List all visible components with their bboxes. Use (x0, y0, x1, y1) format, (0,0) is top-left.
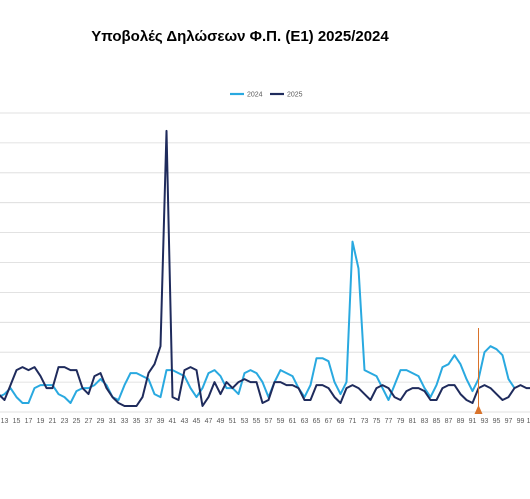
legend: 2024 2025 (230, 92, 303, 99)
x-tick-label: 67 (325, 418, 333, 425)
gridlines (0, 112, 530, 413)
x-tick-label: 75 (373, 418, 381, 425)
x-tick-label: 53 (241, 418, 249, 425)
x-tick-label: 83 (421, 418, 429, 425)
x-tick-label: 65 (313, 418, 321, 425)
x-tick-label: 51 (229, 418, 237, 425)
series-line-2025 (0, 129, 530, 407)
x-tick-label: 73 (361, 418, 369, 425)
x-tick-label: 25 (73, 418, 81, 425)
x-tick-label: 49 (217, 418, 225, 425)
x-tick-label: 15 (13, 418, 21, 425)
x-tick-label: 43 (181, 418, 189, 425)
x-tick-label: 57 (265, 418, 273, 425)
x-tick-label: 81 (409, 418, 417, 425)
x-tick-label: 63 (301, 418, 309, 425)
x-tick-label: 99 (517, 418, 525, 425)
x-tick-label: 33 (121, 418, 129, 425)
x-tick-label: 37 (145, 418, 153, 425)
x-tick-label: 21 (49, 418, 57, 425)
x-tick-label: 77 (385, 418, 393, 425)
x-tick-label: 71 (349, 418, 357, 425)
x-tick-label: 91 (469, 418, 477, 425)
x-tick-label: 47 (205, 418, 213, 425)
x-tick-label: 101 (527, 418, 530, 425)
x-tick-label: 95 (493, 418, 501, 425)
x-tick-label: 85 (433, 418, 441, 425)
x-tick-label: 61 (289, 418, 297, 425)
series-line-2024 (0, 240, 516, 404)
x-tick-label: 59 (277, 418, 285, 425)
x-tick-label: 39 (157, 418, 165, 425)
marker-triangle (474, 405, 483, 414)
x-tick-label: 35 (133, 418, 141, 425)
x-tick-label: 17 (25, 418, 33, 425)
x-tick-label: 87 (445, 418, 453, 425)
x-tick-label: 13 (1, 418, 9, 425)
x-tick-label: 55 (253, 418, 261, 425)
x-tick-label: 93 (481, 418, 489, 425)
legend-label-2025: 2025 (287, 92, 303, 99)
x-axis: 13 15 17 19 21 23 25 27 29 31 33 35 37 39 41 43 45 47 49 51… (1, 418, 530, 425)
x-tick-label: 19 (37, 418, 45, 425)
x-tick-label: 69 (337, 418, 345, 425)
x-tick-label: 29 (97, 418, 105, 425)
x-tick-label: 89 (457, 418, 465, 425)
legend-label-2024: 2024 (247, 92, 263, 99)
x-tick-label: 31 (109, 418, 117, 425)
x-tick-label: 79 (397, 418, 405, 425)
x-tick-label: 45 (193, 418, 201, 425)
series-lines (0, 129, 530, 414)
chart-title: Υποβολές Δηλώσεων Φ.Π. (Ε1) 2025/2024 (91, 28, 389, 45)
x-tick-label: 27 (85, 418, 93, 425)
x-tick-label: 23 (61, 418, 69, 425)
x-tick-label: 97 (505, 418, 513, 425)
x-tick-label: 41 (169, 418, 177, 425)
